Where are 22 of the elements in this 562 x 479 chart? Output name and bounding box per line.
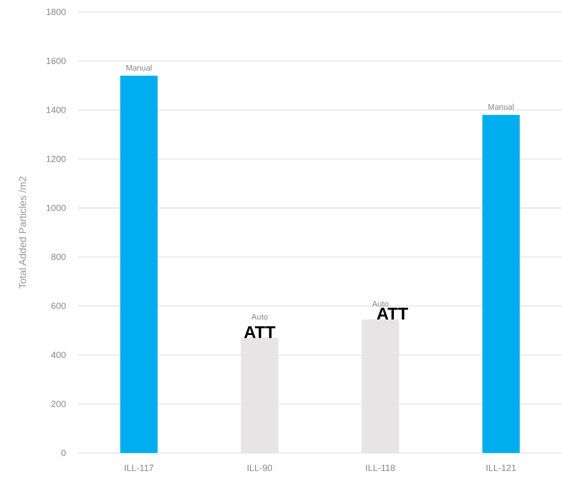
- y-tick-label: 1000: [46, 203, 66, 214]
- y-tick-label: 400: [50, 350, 66, 360]
- x-tick-label: ILL-117: [124, 463, 154, 473]
- y-tick-label: 0: [60, 448, 66, 458]
- annotation: Auto: [251, 312, 268, 322]
- y-tick-label: 1800: [46, 7, 66, 18]
- y-tick-label: 800: [50, 252, 66, 262]
- x-tick-label: ILL-118: [365, 463, 396, 473]
- y-tick-label: 1200: [46, 154, 66, 164]
- annotation: ATT: [244, 322, 276, 342]
- annotation: Auto: [372, 299, 390, 308]
- y-tick-label: 1600: [46, 56, 66, 66]
- y-axis-title: Total Added Particles /m2: [18, 176, 29, 289]
- annotation: Manual: [126, 64, 152, 72]
- x-tick-label: ILL-121: [486, 463, 516, 473]
- y-tick-label: 1400: [46, 105, 66, 116]
- bar: [482, 114, 520, 453]
- bar: [120, 76, 158, 453]
- x-tick-label: ILL-90: [246, 463, 272, 473]
- y-tick-label: 200: [50, 399, 66, 410]
- annotation: Manual: [488, 102, 514, 112]
- y-tick-label: 600: [50, 301, 66, 312]
